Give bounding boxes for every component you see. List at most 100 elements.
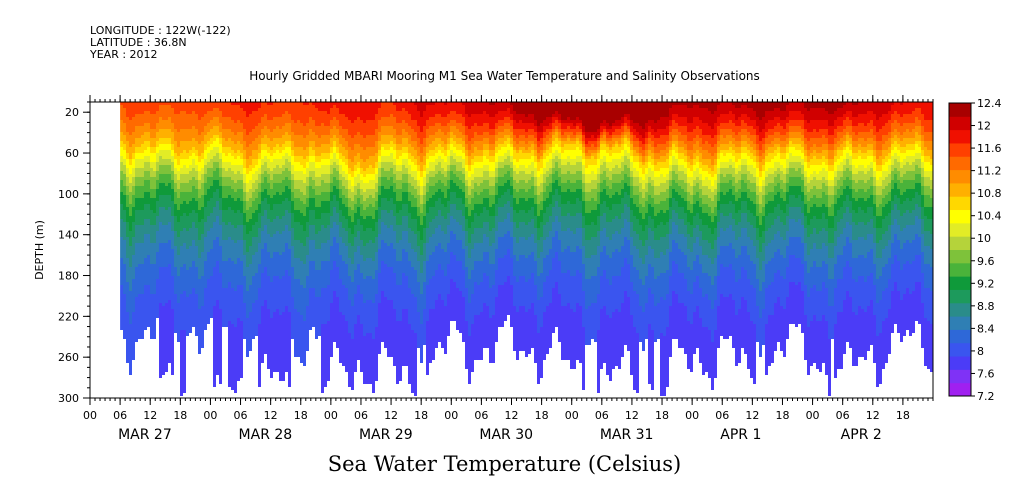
heatmap-cell bbox=[789, 237, 792, 255]
heatmap-cell bbox=[822, 168, 825, 177]
heatmap-cell bbox=[780, 165, 783, 171]
heatmap-cell bbox=[372, 120, 375, 135]
heatmap-cell bbox=[432, 309, 435, 360]
heatmap-cell bbox=[138, 243, 141, 264]
heatmap-cell bbox=[639, 258, 642, 279]
heatmap-cell bbox=[405, 183, 408, 192]
heatmap-cell bbox=[564, 192, 567, 204]
heatmap-cell bbox=[369, 135, 372, 147]
heatmap-cell bbox=[897, 225, 900, 240]
heatmap-cell bbox=[501, 168, 504, 177]
heatmap-cell bbox=[369, 147, 372, 156]
heatmap-cell bbox=[612, 195, 615, 204]
heatmap-cell bbox=[360, 324, 363, 372]
heatmap-cell bbox=[561, 120, 564, 123]
heatmap-cell bbox=[612, 312, 615, 369]
heatmap-cell bbox=[588, 279, 591, 306]
heatmap-cell bbox=[456, 198, 459, 210]
heatmap-cell bbox=[123, 222, 126, 240]
heatmap-cell bbox=[309, 156, 312, 162]
heatmap-cell bbox=[135, 102, 138, 114]
heatmap-cell bbox=[636, 270, 639, 294]
heatmap-cell bbox=[423, 147, 426, 156]
heatmap-cell bbox=[570, 144, 573, 150]
heatmap-cell bbox=[714, 123, 717, 135]
heatmap-cell bbox=[672, 156, 675, 165]
heatmap-cell bbox=[741, 141, 744, 147]
heatmap-cell bbox=[450, 204, 453, 216]
heatmap-cell bbox=[453, 234, 456, 255]
heatmap-cell bbox=[615, 183, 618, 192]
heatmap-cell bbox=[531, 273, 534, 303]
heatmap-cell bbox=[372, 243, 375, 261]
heatmap-cell bbox=[234, 174, 237, 183]
heatmap-cell bbox=[720, 162, 723, 168]
heatmap-cell bbox=[687, 177, 690, 183]
heatmap-cell bbox=[390, 114, 393, 126]
heatmap-cell bbox=[429, 198, 432, 207]
heatmap-cell bbox=[258, 264, 261, 288]
heatmap-cell bbox=[348, 276, 351, 300]
heatmap-cell bbox=[840, 102, 843, 108]
heatmap-cell bbox=[801, 291, 804, 333]
heatmap-cell bbox=[330, 159, 333, 165]
heatmap-cell bbox=[570, 102, 573, 120]
heatmap-cell bbox=[177, 210, 180, 222]
heatmap-cell bbox=[300, 225, 303, 243]
heatmap-cell bbox=[291, 201, 294, 213]
heatmap-cell bbox=[564, 165, 567, 174]
heatmap-cell bbox=[615, 165, 618, 174]
heatmap-cell bbox=[240, 123, 243, 132]
heatmap-cell bbox=[150, 264, 153, 294]
heatmap-cell bbox=[564, 231, 567, 249]
heatmap-cell bbox=[414, 252, 417, 270]
heatmap-cell bbox=[759, 225, 762, 237]
heatmap-cell bbox=[165, 102, 168, 105]
heatmap-cell bbox=[546, 162, 549, 171]
heatmap-cell bbox=[225, 102, 228, 117]
heatmap-cell bbox=[816, 165, 819, 174]
heatmap-cell bbox=[588, 132, 591, 138]
heatmap-cell bbox=[270, 180, 273, 189]
heatmap-cell bbox=[168, 183, 171, 195]
heatmap-cell bbox=[306, 162, 309, 168]
heatmap-cell bbox=[315, 270, 318, 297]
heatmap-cell bbox=[609, 138, 612, 141]
heatmap-cell bbox=[456, 156, 459, 162]
heatmap-cell bbox=[276, 126, 279, 138]
heatmap-cell bbox=[567, 156, 570, 162]
heatmap-cell bbox=[762, 153, 765, 159]
heatmap-cell bbox=[771, 147, 774, 153]
heatmap-cell bbox=[294, 147, 297, 156]
heatmap-cell bbox=[366, 147, 369, 159]
heatmap-cell bbox=[426, 183, 429, 192]
heatmap-cell bbox=[555, 156, 558, 162]
heatmap-cell bbox=[723, 168, 726, 177]
heatmap-cell bbox=[144, 234, 147, 258]
heatmap-cell bbox=[879, 300, 882, 333]
heatmap-cell bbox=[177, 180, 180, 189]
heatmap-cell bbox=[126, 117, 129, 132]
heatmap-cell bbox=[438, 210, 441, 225]
heatmap-cell bbox=[489, 207, 492, 216]
heatmap-cell bbox=[537, 141, 540, 147]
heatmap-cell bbox=[186, 183, 189, 192]
heatmap-cell bbox=[765, 138, 768, 144]
heatmap-cell bbox=[432, 195, 435, 207]
heatmap-cell bbox=[666, 135, 669, 141]
heatmap-cell bbox=[186, 192, 189, 204]
heatmap-cell bbox=[477, 228, 480, 243]
heatmap-cell bbox=[534, 315, 537, 363]
heatmap-cell bbox=[744, 129, 747, 135]
heatmap-cell bbox=[327, 201, 330, 213]
heatmap-cell bbox=[471, 102, 474, 114]
heatmap-cell bbox=[603, 120, 606, 126]
heatmap-cell bbox=[129, 183, 132, 192]
heatmap-cell bbox=[780, 237, 783, 255]
heatmap-cell bbox=[213, 117, 216, 126]
heatmap-cell bbox=[717, 174, 720, 183]
heatmap-cell bbox=[666, 189, 669, 198]
heatmap-cell bbox=[270, 171, 273, 180]
heatmap-cell bbox=[879, 156, 882, 165]
heatmap-cell bbox=[606, 222, 609, 237]
